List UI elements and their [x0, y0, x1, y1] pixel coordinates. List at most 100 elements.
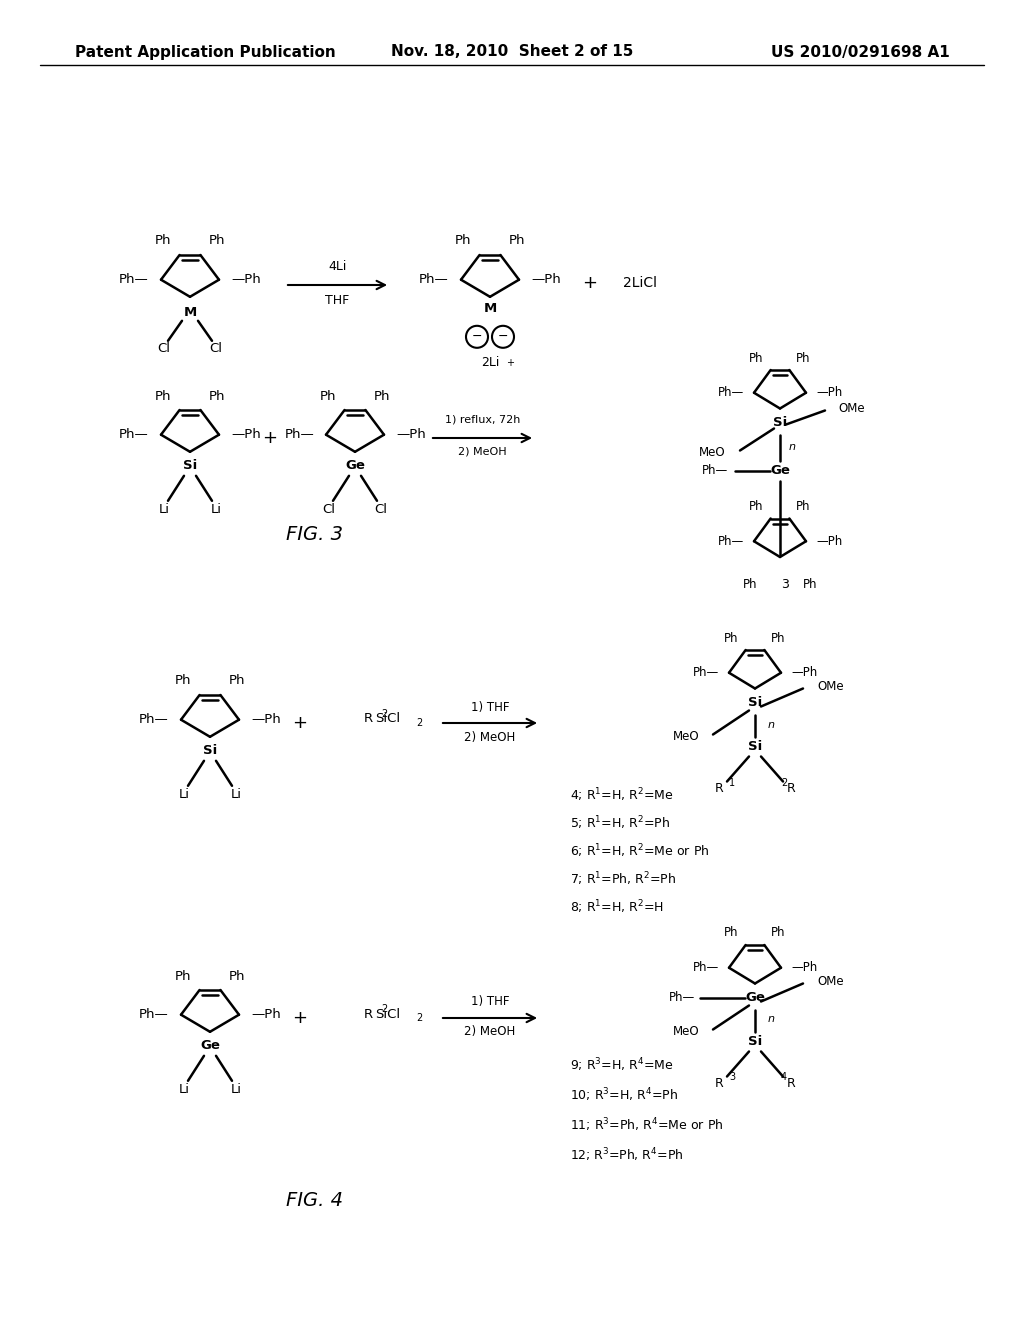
Text: —Ph: —Ph	[816, 535, 843, 548]
Text: 1) THF: 1) THF	[471, 701, 509, 714]
Text: Ph: Ph	[374, 389, 390, 403]
Text: 2LiCl: 2LiCl	[623, 276, 657, 290]
Text: Ph: Ph	[155, 235, 172, 248]
Text: Li: Li	[159, 503, 170, 516]
Text: SiCl: SiCl	[376, 1007, 400, 1020]
Text: Ph—: Ph—	[693, 961, 719, 974]
Text: US 2010/0291698 A1: US 2010/0291698 A1	[771, 45, 950, 59]
Text: —Ph: —Ph	[531, 273, 561, 286]
Text: +: +	[293, 714, 307, 733]
Text: 8; R$^1$=H, R$^2$=H: 8; R$^1$=H, R$^2$=H	[570, 898, 665, 916]
Text: Ph—: Ph—	[693, 667, 719, 680]
Text: MeO: MeO	[674, 1026, 700, 1038]
Text: —Ph: —Ph	[251, 713, 281, 726]
Text: 2: 2	[381, 709, 387, 719]
Text: 2) MeOH: 2) MeOH	[464, 1026, 516, 1039]
Text: 4Li: 4Li	[329, 260, 347, 273]
Text: Si: Si	[748, 1035, 762, 1048]
Text: Cl: Cl	[323, 503, 336, 516]
Text: Ph: Ph	[509, 235, 525, 248]
Text: R: R	[364, 1007, 373, 1020]
Text: n: n	[768, 1015, 774, 1024]
Text: 3: 3	[729, 1072, 735, 1082]
Text: —Ph: —Ph	[791, 961, 817, 974]
Text: Ph: Ph	[771, 927, 785, 940]
Text: Ph: Ph	[175, 969, 191, 982]
Text: OMe: OMe	[838, 403, 864, 414]
Text: Li: Li	[211, 503, 221, 516]
Text: —Ph: —Ph	[231, 273, 261, 286]
Text: —Ph: —Ph	[791, 667, 817, 680]
Text: Ge: Ge	[345, 459, 365, 473]
Text: OMe: OMe	[817, 680, 844, 693]
Text: FIG. 4: FIG. 4	[287, 1191, 343, 1209]
Text: Ph—: Ph—	[285, 428, 314, 441]
Text: Si: Si	[183, 459, 198, 473]
Text: Ph—: Ph—	[669, 991, 695, 1005]
Text: 4; R$^1$=H, R$^2$=Me: 4; R$^1$=H, R$^2$=Me	[570, 787, 674, 804]
Text: Ph—: Ph—	[718, 387, 744, 399]
Text: −: −	[472, 330, 482, 343]
Text: Ph: Ph	[209, 235, 225, 248]
Text: R: R	[786, 1077, 796, 1090]
Text: R: R	[715, 781, 723, 795]
Text: MeO: MeO	[698, 446, 725, 459]
Text: Ph: Ph	[175, 675, 191, 688]
Text: n: n	[788, 441, 796, 451]
Text: Ph—: Ph—	[139, 1008, 169, 1022]
Text: R: R	[364, 713, 373, 726]
Text: Ph: Ph	[209, 389, 225, 403]
Text: MeO: MeO	[674, 730, 700, 743]
Text: 2) MeOH: 2) MeOH	[464, 730, 516, 743]
Text: −: −	[498, 330, 508, 343]
Text: M: M	[183, 306, 197, 319]
Text: 1) reflux, 72h: 1) reflux, 72h	[444, 414, 520, 425]
Text: Ph: Ph	[155, 389, 172, 403]
Text: Ph—: Ph—	[419, 273, 449, 286]
Text: Li: Li	[178, 1084, 189, 1097]
Text: Ph—: Ph—	[718, 535, 744, 548]
Text: Li: Li	[178, 788, 189, 801]
Text: +: +	[583, 275, 597, 292]
Text: M: M	[483, 302, 497, 315]
Text: Ph: Ph	[724, 631, 738, 644]
Text: —Ph: —Ph	[816, 387, 843, 399]
Text: Ph: Ph	[797, 500, 811, 513]
Text: Si: Si	[773, 416, 787, 429]
Text: +: +	[506, 358, 514, 368]
Text: 1) THF: 1) THF	[471, 995, 509, 1008]
Text: Cl: Cl	[375, 503, 387, 516]
Text: Si: Si	[748, 696, 762, 709]
Text: 10; R$^3$=H, R$^4$=Ph: 10; R$^3$=H, R$^4$=Ph	[570, 1086, 678, 1104]
Text: —Ph: —Ph	[231, 428, 261, 441]
Text: SiCl: SiCl	[376, 713, 400, 726]
Text: Ph: Ph	[742, 578, 758, 591]
Text: Patent Application Publication: Patent Application Publication	[75, 45, 336, 59]
Text: FIG. 3: FIG. 3	[287, 525, 343, 544]
Text: Ph—: Ph—	[119, 428, 150, 441]
Text: Ge: Ge	[200, 1039, 220, 1052]
Text: Cl: Cl	[210, 342, 222, 355]
Text: 2: 2	[381, 1005, 387, 1014]
Text: 2: 2	[416, 718, 422, 729]
Text: Ph—: Ph—	[701, 465, 728, 477]
Text: 2: 2	[416, 1012, 422, 1023]
Text: Ph—: Ph—	[119, 273, 150, 286]
Text: R: R	[786, 781, 796, 795]
Text: Ph: Ph	[771, 631, 785, 644]
Text: Li: Li	[230, 788, 242, 801]
Text: 11; R$^3$=Ph, R$^4$=Me or Ph: 11; R$^3$=Ph, R$^4$=Me or Ph	[570, 1117, 724, 1134]
Text: +: +	[293, 1008, 307, 1027]
Text: 2Li: 2Li	[481, 356, 499, 370]
Text: Si: Si	[203, 744, 217, 758]
Text: Si: Si	[748, 741, 762, 752]
Text: Cl: Cl	[158, 342, 171, 355]
Text: 1: 1	[729, 777, 735, 788]
Text: Ph: Ph	[797, 351, 811, 364]
Text: n: n	[768, 719, 774, 730]
Text: 7; R$^1$=Ph, R$^2$=Ph: 7; R$^1$=Ph, R$^2$=Ph	[570, 870, 677, 888]
Text: —Ph: —Ph	[251, 1008, 281, 1022]
Text: Ph: Ph	[455, 235, 472, 248]
Text: R: R	[715, 1077, 723, 1090]
Text: 6; R$^1$=H, R$^2$=Me or Ph: 6; R$^1$=H, R$^2$=Me or Ph	[570, 842, 710, 859]
